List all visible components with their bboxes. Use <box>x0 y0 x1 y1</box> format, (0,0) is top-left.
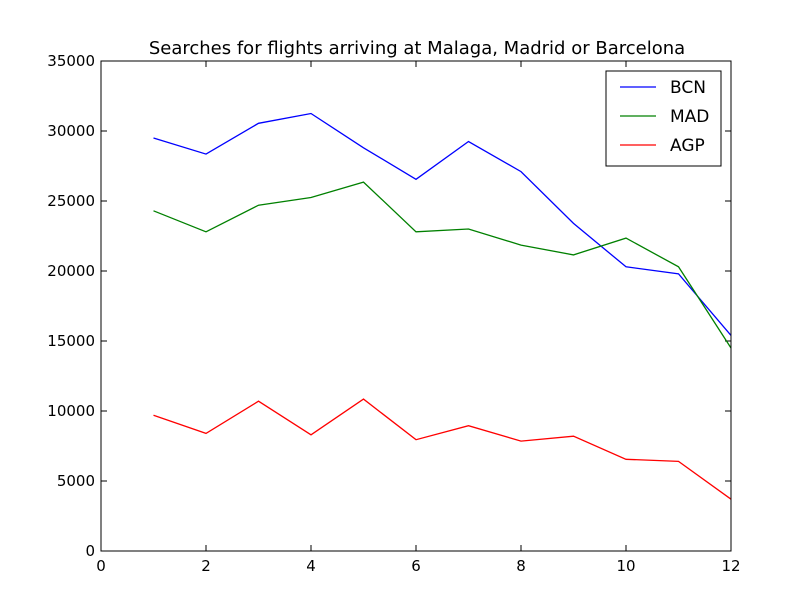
x-tick-label: 10 <box>616 557 635 575</box>
x-tick-label: 0 <box>96 557 106 575</box>
legend-label-mad: MAD <box>670 107 709 127</box>
legend: BCN MAD AGP <box>605 70 722 167</box>
y-axis: 0 5000 10000 15000 20000 25000 30000 35000 <box>47 52 731 560</box>
x-axis: 0 2 4 6 8 10 12 <box>96 61 741 575</box>
x-tick-label: 2 <box>201 557 211 575</box>
x-tick-label: 8 <box>516 557 526 575</box>
series-line-mad <box>153 181 732 349</box>
y-tick-label: 25000 <box>47 192 95 210</box>
chart-title: Searches for flights arriving at Malaga,… <box>149 38 685 59</box>
y-tick-label: 30000 <box>47 122 95 140</box>
legend-label-agp: AGP <box>670 136 705 156</box>
y-tick-label: 15000 <box>47 332 95 350</box>
y-tick-label: 10000 <box>47 402 95 420</box>
series-lines <box>153 112 732 500</box>
y-tick-label: 35000 <box>47 52 95 70</box>
x-tick-label: 12 <box>721 557 740 575</box>
series-line-bcn <box>153 112 732 336</box>
series-line-agp <box>153 398 732 500</box>
plot-area-frame <box>100 60 732 552</box>
y-tick-label: 5000 <box>57 472 95 490</box>
legend-label-bcn: BCN <box>670 78 706 98</box>
x-tick-label: 6 <box>411 557 421 575</box>
x-tick-label: 4 <box>306 557 316 575</box>
y-tick-label: 20000 <box>47 262 95 280</box>
y-tick-label: 0 <box>85 542 95 560</box>
